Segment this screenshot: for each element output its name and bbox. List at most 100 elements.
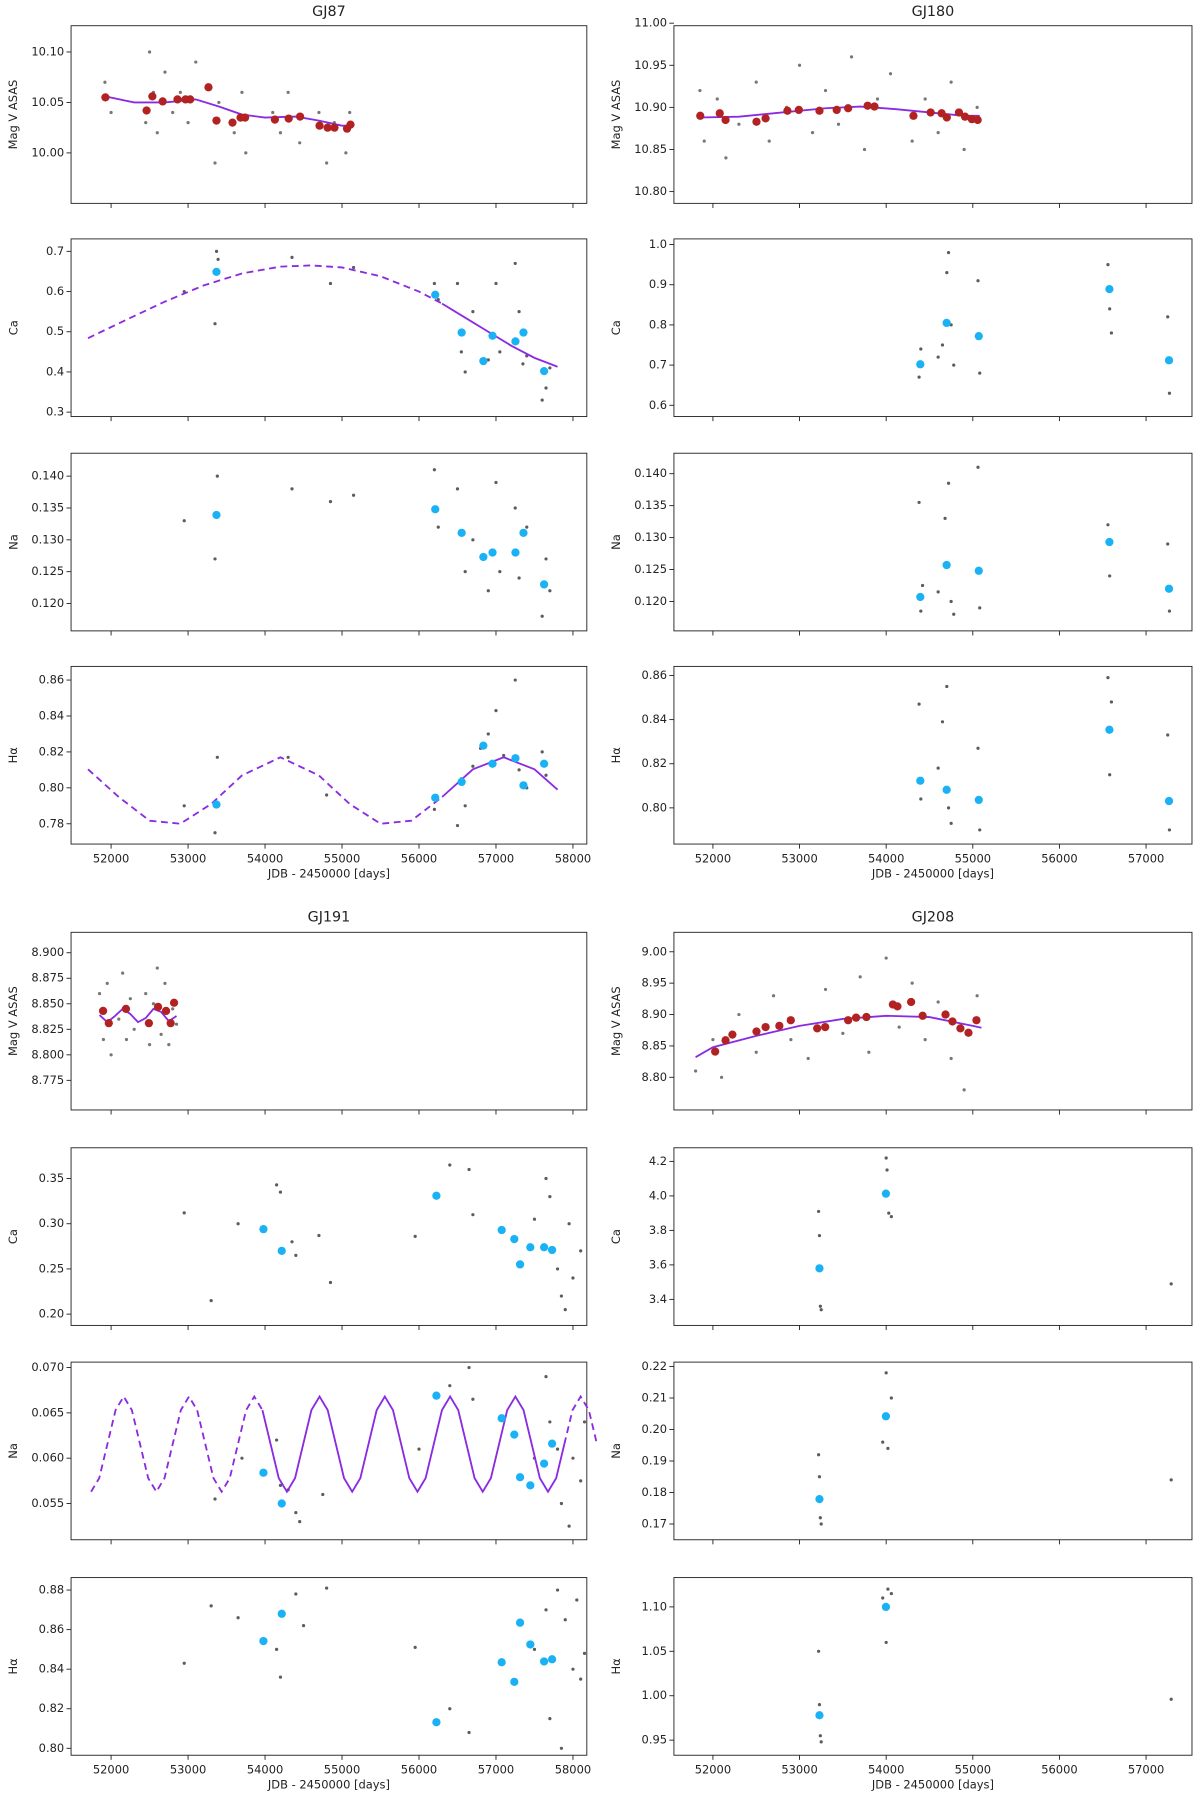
binned-point [431, 290, 440, 299]
raw-point [949, 80, 953, 84]
y-tick-label: 0.120 [31, 596, 64, 610]
raw-point [525, 525, 529, 529]
binned-point [497, 1414, 506, 1423]
raw-point [471, 764, 475, 768]
raw-point [817, 1233, 822, 1238]
raw-point [919, 609, 923, 613]
y-tick-label: 0.86 [642, 668, 668, 682]
y-tick-label: 0.065 [31, 1405, 64, 1419]
raw-point [544, 386, 548, 390]
raw-point [178, 90, 182, 94]
y-tick-label: 0.6 [46, 284, 64, 298]
raw-point [579, 1249, 583, 1253]
axes-frame [673, 931, 1193, 1111]
raw-point [976, 465, 980, 469]
raw-point [548, 589, 552, 593]
binned-point [153, 1002, 163, 1011]
y-tick-label: 8.85 [642, 1038, 668, 1052]
y-tick-label: 0.19 [642, 1454, 668, 1468]
raw-point [513, 506, 517, 510]
binned-point [815, 106, 824, 115]
raw-point [436, 525, 440, 529]
raw-point [823, 987, 828, 992]
raw-point [949, 1056, 953, 1061]
binned-point [511, 754, 520, 763]
raw-point [978, 606, 982, 610]
raw-point [278, 1675, 283, 1679]
raw-point [884, 1156, 888, 1160]
raw-point [819, 1740, 823, 1744]
raw-point [209, 1298, 213, 1303]
y-tick-label: 0.86 [39, 1622, 65, 1636]
raw-point [693, 1069, 698, 1073]
y-tick-label: 8.900 [31, 945, 64, 959]
y-tick-label: 0.20 [642, 1422, 668, 1436]
binned-point [148, 92, 157, 101]
binned-point [815, 1495, 824, 1504]
raw-point [917, 375, 921, 379]
raw-point [274, 1438, 279, 1442]
binned-point [277, 1246, 286, 1255]
raw-point [171, 110, 175, 115]
fit-curve [695, 1014, 982, 1059]
raw-point [976, 746, 980, 750]
binned-point [330, 123, 339, 132]
raw-point [151, 1002, 156, 1006]
raw-point [182, 1211, 186, 1215]
x-tick-label: 58000 [555, 851, 591, 865]
raw-point [940, 343, 945, 347]
raw-point [575, 1598, 579, 1602]
raw-point [121, 971, 125, 975]
raw-point [818, 1734, 822, 1738]
raw-point [147, 50, 152, 54]
binned-point [916, 776, 925, 785]
binned-point [457, 777, 466, 787]
raw-point [946, 481, 951, 485]
y-tick-label: 8.80 [642, 1070, 668, 1084]
raw-point [724, 156, 728, 160]
raw-point [936, 766, 940, 770]
binned-point [752, 1027, 761, 1036]
raw-point [544, 1176, 548, 1181]
binned-point [259, 1636, 268, 1646]
raw-point [917, 500, 921, 505]
y-tick-label: 3.8 [649, 1223, 667, 1237]
raw-point [582, 1651, 587, 1655]
binned-point [432, 1718, 441, 1727]
binned-point [104, 1019, 113, 1028]
binned-point [547, 1655, 557, 1664]
y-tick-label: 0.82 [39, 744, 65, 758]
raw-point [952, 612, 956, 616]
raw-point [455, 487, 460, 491]
raw-point [817, 1475, 822, 1479]
y-axis-label: Mag V ASAS [6, 986, 20, 1056]
raw-point [555, 1588, 560, 1592]
raw-point [290, 1240, 294, 1244]
binned-point [715, 109, 724, 118]
y-tick-label: 0.84 [39, 708, 65, 722]
binned-point [960, 112, 970, 121]
x-tick-label: 54000 [868, 851, 904, 865]
y-tick-label: 0.5 [46, 324, 64, 338]
raw-point [571, 1456, 575, 1460]
y-tick-label: 0.140 [634, 466, 667, 480]
y-tick-label: 8.775 [31, 1073, 64, 1087]
y-tick-label: 0.95 [642, 1733, 668, 1747]
binned-point [169, 998, 179, 1007]
binned-point [906, 997, 916, 1007]
raw-point [1167, 391, 1172, 395]
raw-point [494, 281, 498, 286]
raw-point [919, 347, 923, 351]
raw-point [486, 358, 490, 362]
binned-point [431, 505, 440, 514]
raw-point [544, 1375, 548, 1379]
binned-point [284, 114, 293, 123]
binned-point [844, 1016, 853, 1025]
binned-point [942, 560, 951, 570]
raw-point [887, 1211, 891, 1215]
raw-point [321, 1492, 325, 1497]
binned-point [752, 117, 761, 126]
raw-point [889, 1214, 893, 1219]
x-axis-label: JDB - 2450000 [days] [871, 1778, 994, 1792]
raw-point [540, 750, 544, 754]
